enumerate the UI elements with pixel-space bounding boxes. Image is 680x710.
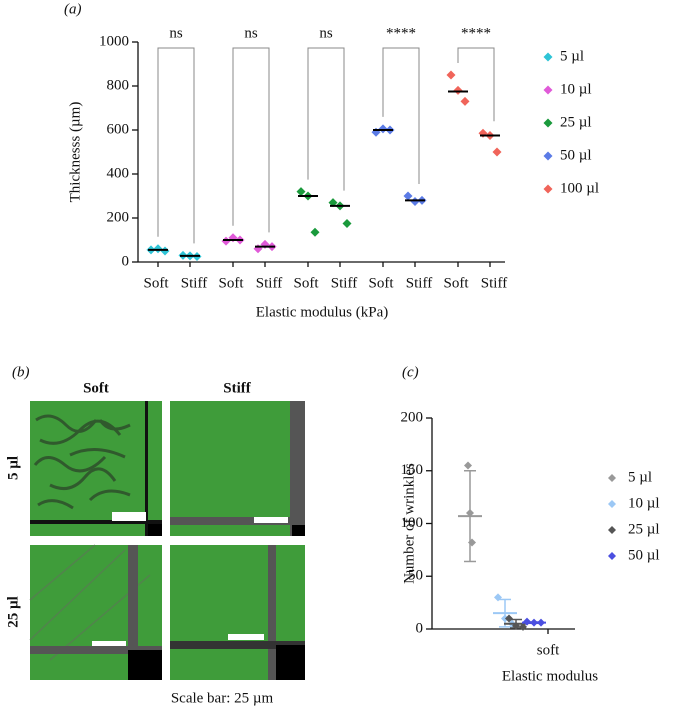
x-tick-label: Soft	[293, 275, 319, 291]
y-axis-label: Thicknesss (µm)	[67, 102, 83, 203]
legend-label: 5 µl	[628, 469, 652, 485]
data-point	[403, 191, 413, 201]
y-tick-label: 1000	[99, 33, 129, 49]
significance-bracket	[457, 47, 495, 122]
data-point	[160, 246, 170, 256]
y-tick-label: 800	[107, 77, 130, 93]
data-point	[328, 198, 338, 208]
legend-label: 50 µl	[628, 547, 660, 563]
data-point	[530, 618, 538, 627]
significance-label: ns	[319, 25, 333, 41]
legend-marker	[608, 526, 616, 534]
x-axis-label: Elastic modulus	[502, 668, 598, 684]
legend-marker	[608, 552, 616, 560]
data-point	[410, 197, 420, 206]
y-tick-label: 600	[107, 121, 130, 137]
panel-label: (a)	[64, 1, 82, 17]
legend-marker	[543, 118, 553, 128]
caption: Scale bar: 25 µm	[171, 690, 274, 706]
significance-bracket	[157, 47, 195, 244]
legend-marker	[543, 52, 553, 62]
data-point	[296, 187, 306, 197]
data-point	[342, 219, 352, 228]
data-point	[453, 85, 463, 95]
legend-label: 5 µl	[560, 48, 584, 64]
x-tick-label: Stiff	[256, 275, 282, 291]
data-point	[221, 236, 231, 246]
legend-marker	[608, 500, 616, 508]
row-label: 5 µl	[5, 456, 21, 480]
column-label: Soft	[83, 380, 109, 396]
panel-label: (b)	[12, 364, 30, 380]
legend-label: 10 µl	[628, 495, 660, 511]
data-point	[446, 70, 456, 80]
significance-bracket	[307, 47, 345, 191]
data-point	[466, 508, 474, 517]
x-tick-label: Stiff	[406, 275, 432, 291]
column-label: Stiff	[223, 380, 252, 396]
significance-label: ****	[386, 25, 416, 41]
data-point	[492, 147, 502, 157]
legend-marker	[543, 184, 553, 194]
micrographs	[29, 401, 305, 680]
legend-label: 25 µl	[628, 521, 660, 537]
x-tick-label: Stiff	[481, 275, 507, 291]
legend-marker	[543, 151, 553, 161]
x-tick-label: Stiff	[331, 275, 357, 291]
data-point	[537, 618, 545, 627]
y-tick-label: 200	[401, 409, 424, 425]
legend-marker	[608, 474, 616, 482]
legend-label: 100 µl	[560, 180, 599, 196]
significance-label: ns	[169, 25, 183, 41]
image-stiff-5	[170, 401, 305, 536]
data-point	[523, 617, 531, 626]
row-label: 25 µl	[5, 596, 21, 628]
data-point	[153, 244, 163, 254]
significance-label: ****	[461, 25, 491, 41]
data-point	[468, 538, 476, 547]
y-tick-label: 400	[107, 165, 130, 181]
data-point	[512, 621, 520, 630]
significance-label: ns	[244, 25, 258, 41]
y-tick-label: 150	[401, 462, 424, 478]
x-tick-label: Soft	[443, 275, 469, 291]
legend-marker	[543, 85, 553, 95]
data-point	[310, 227, 320, 237]
y-tick-label: 0	[416, 620, 424, 636]
x-tick-label: soft	[537, 642, 560, 658]
x-tick-label: Soft	[143, 275, 169, 291]
data-point	[464, 461, 472, 470]
legend-label: 25 µl	[560, 114, 592, 130]
data-point	[460, 96, 470, 106]
y-tick-label: 50	[408, 568, 423, 584]
significance-bracket	[382, 47, 420, 184]
legend-label: 50 µl	[560, 147, 592, 163]
x-tick-label: Soft	[218, 275, 244, 291]
x-tick-label: Soft	[368, 275, 394, 291]
y-tick-label: 200	[107, 209, 130, 225]
y-axis-label: Number of wrinkles	[401, 463, 417, 584]
data-point	[505, 614, 513, 623]
data-point	[378, 124, 388, 134]
y-tick-label: 100	[401, 515, 424, 531]
data-point	[494, 593, 502, 602]
panel-label: (c)	[402, 364, 419, 380]
x-axis-label: Elastic modulus (kPa)	[256, 304, 388, 320]
legend-label: 10 µl	[560, 81, 592, 97]
y-tick-label: 0	[122, 253, 130, 269]
significance-bracket	[232, 47, 270, 233]
data-point	[519, 622, 527, 631]
x-tick-label: Stiff	[181, 275, 207, 291]
